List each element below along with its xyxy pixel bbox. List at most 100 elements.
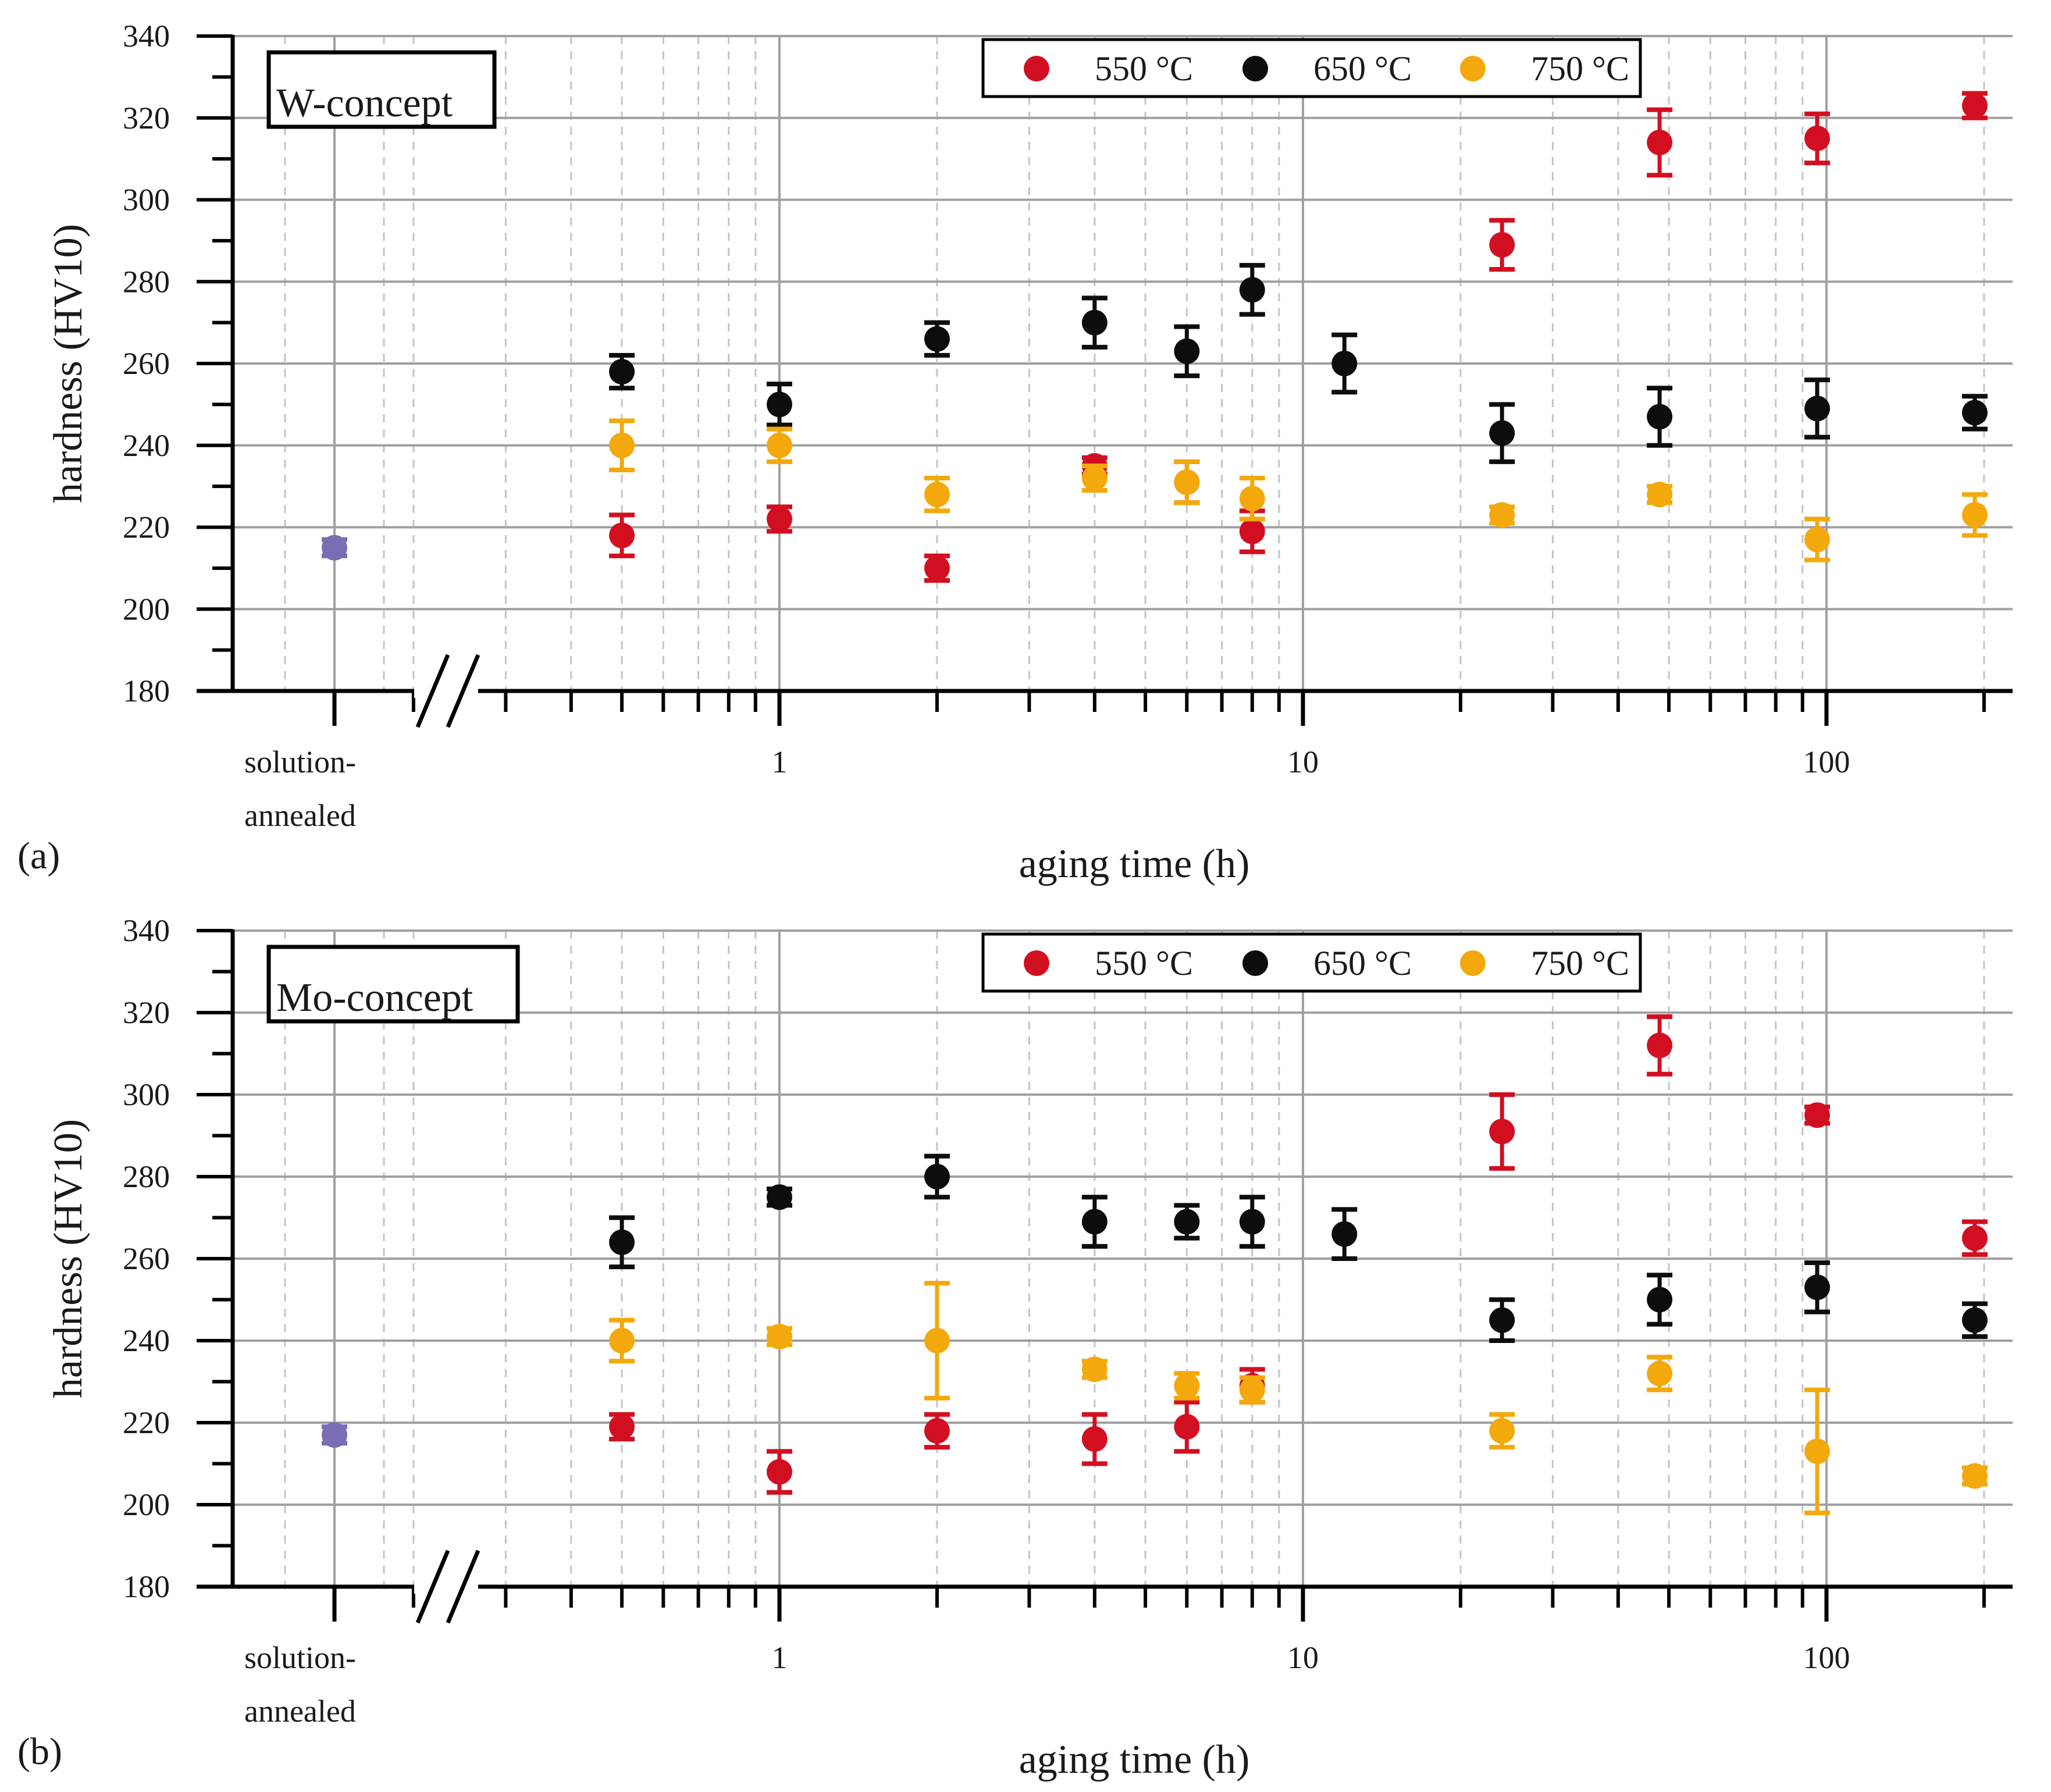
data-point — [1961, 1307, 1988, 1333]
series-point-750 — [1804, 1387, 1831, 1516]
data-point — [1081, 465, 1108, 491]
y-axis-title-b: hardness (HV10) — [46, 1119, 91, 1398]
data-point — [767, 1323, 792, 1349]
series-point-550 — [1174, 1399, 1200, 1454]
data-point — [1647, 404, 1673, 430]
series-point-650 — [767, 1184, 792, 1210]
y-tick-label: 220 — [123, 510, 170, 545]
series-point-650 — [1174, 324, 1200, 379]
legend-label-750-b: 750 °C — [1531, 944, 1629, 982]
data-point — [1239, 1377, 1265, 1403]
data-point — [1489, 1118, 1515, 1145]
x-tick-label: 10 — [1287, 1640, 1319, 1675]
data-point — [767, 1459, 792, 1485]
data-point — [1804, 125, 1831, 151]
data-point — [1961, 1225, 1988, 1251]
concept-label-a: W-concept — [276, 81, 453, 126]
series-point-650 — [924, 320, 950, 358]
data-point — [609, 1328, 635, 1353]
series-point-750 — [1174, 459, 1200, 505]
data-point — [1239, 1209, 1265, 1235]
panel-label-a: (a) — [17, 835, 60, 877]
data-point — [1961, 502, 1988, 528]
concept-box-b: Mo-concept — [266, 945, 520, 1024]
series-point-750 — [1489, 502, 1515, 528]
series-point-550 — [1081, 1412, 1108, 1466]
series-point-650 — [609, 352, 635, 391]
category-label-line1-a: solution- — [244, 744, 356, 779]
data-point — [1081, 1356, 1108, 1383]
data-point — [1174, 1414, 1200, 1440]
legend-label-650-a: 650 °C — [1313, 49, 1412, 88]
concept-box-frame-a — [266, 50, 497, 129]
data-point — [1804, 396, 1831, 422]
series-point-650 — [1239, 263, 1265, 317]
data-point — [1804, 526, 1831, 553]
series-point-550 — [924, 553, 950, 583]
data-point — [924, 482, 950, 508]
data-point — [1961, 1463, 1988, 1489]
category-label-line2-b: annealed — [244, 1694, 356, 1729]
series-point-550 — [767, 1449, 792, 1495]
series-point-650 — [1804, 1260, 1831, 1314]
series-point-650 — [1804, 377, 1831, 440]
data-point — [1239, 486, 1265, 512]
y-tick-label: 240 — [123, 1323, 170, 1358]
data-point — [767, 391, 792, 418]
series-point-750 — [1961, 1463, 1988, 1489]
series-point-750 — [1174, 1371, 1200, 1401]
concept-box-frame-b — [266, 945, 520, 1024]
data-point — [924, 326, 950, 352]
series-point-650 — [1081, 295, 1108, 350]
legend-marker-550-a — [1024, 56, 1049, 81]
y-tick-label: 180 — [123, 674, 170, 708]
y-tick-label: 340 — [123, 913, 170, 948]
category-label-line1-b: solution- — [244, 1640, 356, 1675]
data-point — [609, 1229, 635, 1255]
y-tick-label: 300 — [123, 1077, 170, 1112]
concept-box-a: W-concept — [266, 50, 497, 129]
series-point-550 — [924, 1412, 950, 1450]
series-point-750 — [1239, 1375, 1265, 1405]
concept-label-b: Mo-concept — [276, 975, 473, 1020]
data-point — [609, 432, 635, 458]
data-point — [1961, 92, 1988, 119]
data-point — [1489, 1418, 1515, 1444]
series-point-750 — [609, 1317, 635, 1364]
y-tick-label: 200 — [123, 1487, 170, 1522]
axis-break-gap — [414, 1581, 478, 1594]
series-point-550 — [609, 1412, 635, 1442]
legend-marker-550-b — [1024, 950, 1049, 976]
series-point-550 — [1647, 107, 1673, 178]
series-point-550 — [1804, 1102, 1831, 1128]
data-point — [322, 1422, 347, 1448]
data-point — [609, 1414, 635, 1440]
legend-a: 550 °C 650 °C 750 °C — [981, 38, 1642, 98]
legend-label-650-b: 650 °C — [1313, 944, 1412, 982]
axis-break-slash — [446, 654, 480, 728]
data-point — [1489, 231, 1515, 258]
y-tick-label: 260 — [123, 346, 170, 381]
series-point-750 — [924, 1281, 950, 1401]
y-tick-label: 240 — [123, 428, 170, 463]
data-point — [609, 359, 635, 385]
x-tick-label: 100 — [1803, 744, 1850, 779]
data-point — [924, 555, 950, 581]
legend-b: 550 °C 650 °C 750 °C — [981, 932, 1642, 993]
legend-frame-b — [981, 932, 1642, 993]
series-point-650 — [924, 1153, 950, 1200]
axis-break-slash — [446, 1549, 480, 1624]
data-point — [1647, 482, 1673, 508]
axis-break-gap — [414, 685, 478, 698]
legend-label-750-a: 750 °C — [1531, 49, 1629, 88]
data-b — [322, 1014, 1988, 1516]
data-point — [1174, 1373, 1200, 1399]
data-point — [767, 432, 792, 458]
data-point — [1239, 277, 1265, 303]
y-tick-label: 260 — [123, 1241, 170, 1276]
data-point — [1647, 1360, 1673, 1387]
y-tick-label: 300 — [123, 183, 170, 218]
legend-marker-650-a — [1242, 56, 1268, 81]
panel-label-b: (b) — [17, 1730, 62, 1773]
y-axis-title-a: hardness (HV10) — [46, 224, 91, 503]
